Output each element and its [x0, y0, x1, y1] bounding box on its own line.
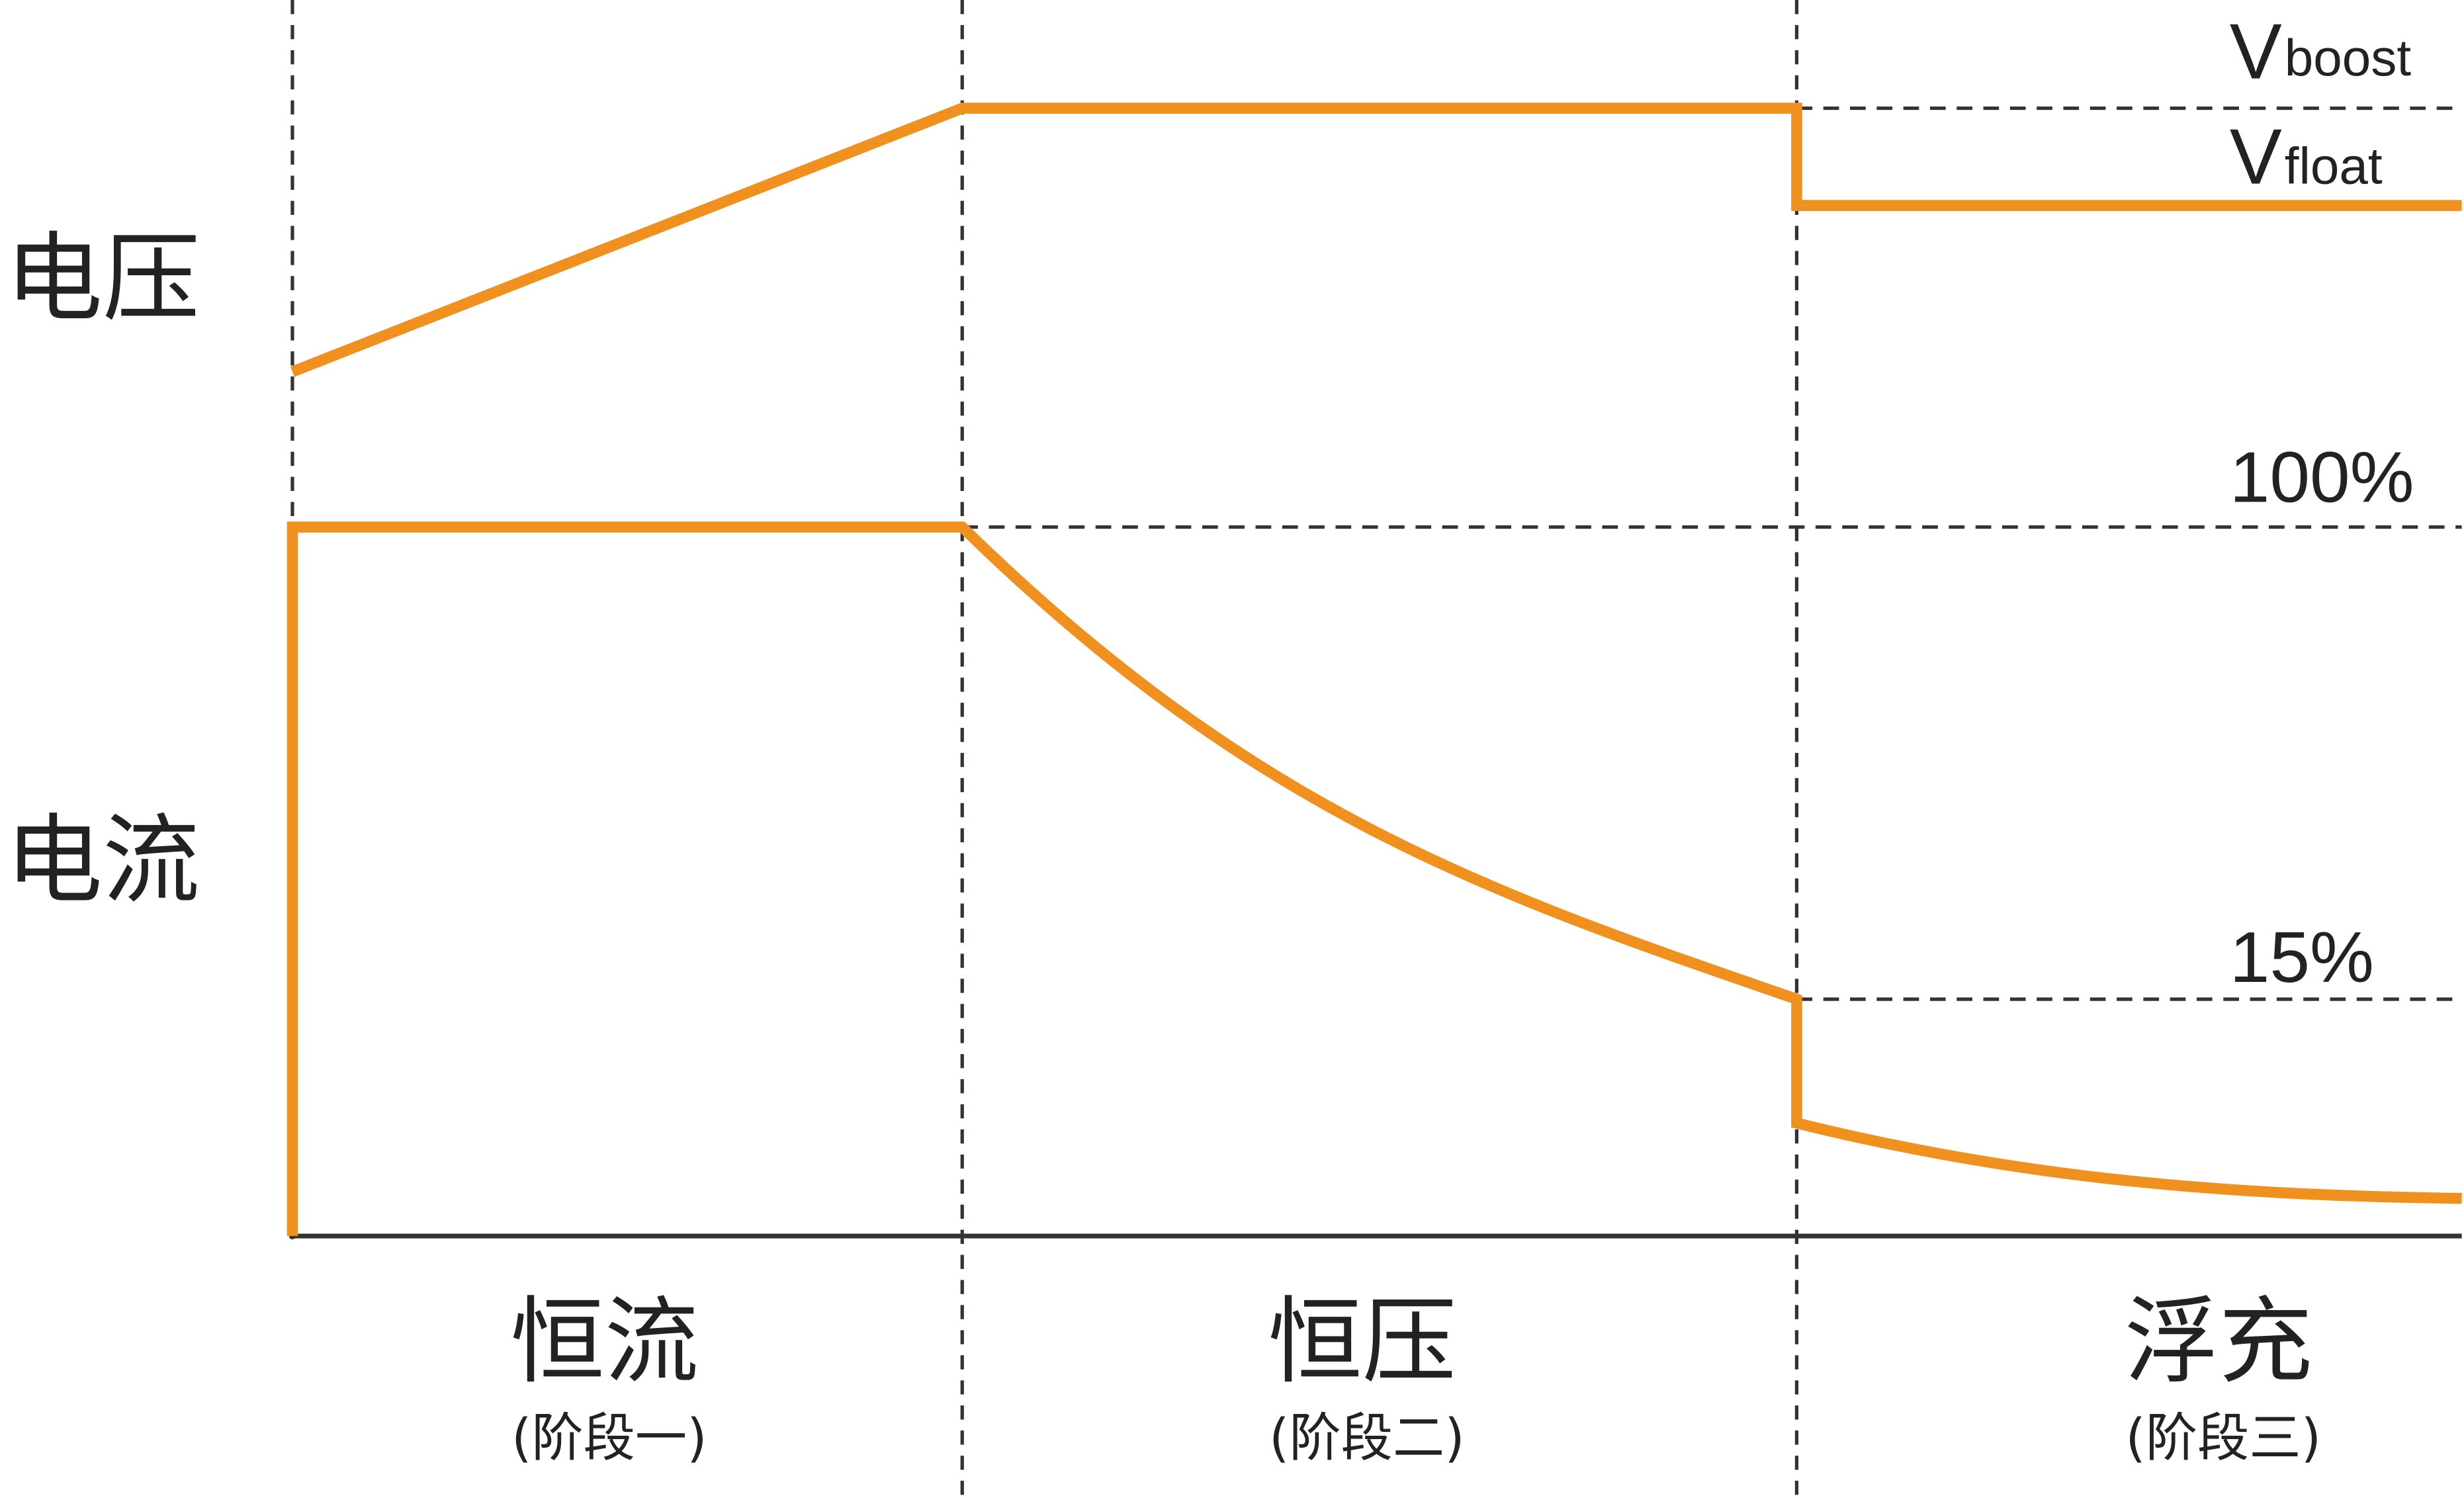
stage-3-name: 浮充 — [2125, 1287, 2312, 1397]
current-100-label: 100% — [2230, 437, 2414, 518]
vboost-label-main: V — [2230, 9, 2282, 96]
reference-lines — [962, 106, 2462, 1001]
voltage-curve — [290, 103, 2462, 377]
voltage-axis-label: 电压 — [5, 222, 200, 335]
stage-1-label: 恒流 (阶段一) — [510, 1287, 707, 1468]
stage-2-label: 恒压 (阶段二) — [1268, 1287, 1465, 1468]
stage-dividers — [290, 0, 1799, 1498]
stage-1-name: 恒流 — [510, 1287, 698, 1397]
vfloat-label-sub: float — [2285, 136, 2383, 195]
vboost-label: V boost — [2230, 9, 2412, 96]
vboost-label-sub: boost — [2285, 28, 2412, 87]
stage-1-sub: (阶段一) — [511, 1408, 707, 1468]
stage-2-name: 恒压 — [1268, 1287, 1456, 1397]
current-15-label: 15% — [2230, 917, 2374, 998]
current-axis-label: 电流 — [5, 804, 200, 917]
vfloat-label-main: V — [2230, 113, 2282, 200]
stage-2-sub: (阶段二) — [1269, 1408, 1465, 1468]
stage-3-sub: (阶段三) — [2125, 1408, 2321, 1468]
current-curve — [286, 521, 2462, 1237]
vfloat-label: V float — [2230, 113, 2383, 200]
stage-3-label: 浮充 (阶段三) — [2125, 1287, 2321, 1468]
